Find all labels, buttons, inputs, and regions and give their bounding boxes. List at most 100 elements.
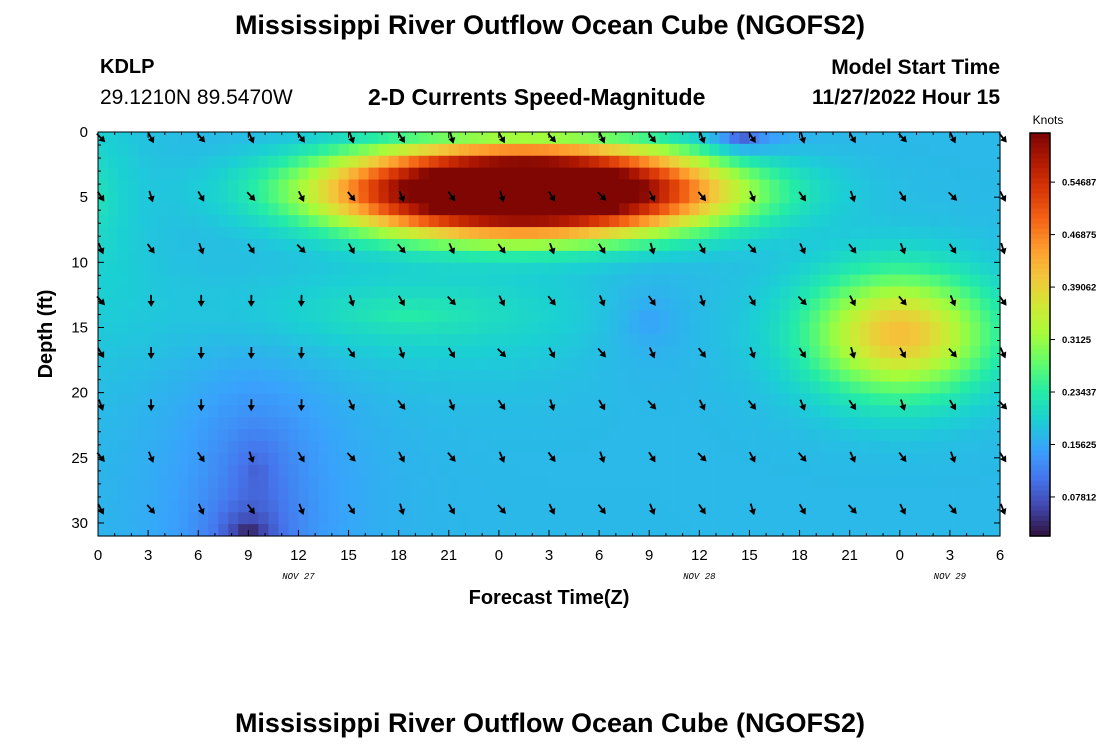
heatmap-cell bbox=[378, 238, 390, 252]
heatmap-cell bbox=[468, 512, 480, 525]
heatmap-cell bbox=[358, 381, 370, 395]
heatmap-cell bbox=[869, 298, 881, 311]
heatmap-cell bbox=[769, 429, 781, 442]
heatmap-cell bbox=[438, 334, 450, 347]
current-vector-arrow bbox=[798, 191, 807, 202]
heatmap-cell bbox=[428, 238, 440, 252]
heatmap-cell bbox=[609, 167, 620, 181]
heatmap-cell bbox=[819, 524, 831, 537]
heatmap-cell bbox=[779, 393, 791, 406]
heatmap-cell bbox=[398, 429, 410, 442]
heatmap-cell bbox=[408, 262, 420, 276]
heatmap-cell bbox=[188, 500, 199, 513]
heatmap-cell bbox=[979, 512, 991, 525]
heatmap-cell bbox=[619, 215, 630, 228]
heatmap-cell bbox=[789, 179, 801, 193]
heatmap-cell bbox=[679, 250, 690, 264]
heatmap-cell bbox=[929, 464, 941, 478]
colorbar-segment bbox=[1030, 445, 1050, 451]
colorbar-segment bbox=[1030, 248, 1050, 255]
heatmap-cell bbox=[218, 334, 229, 347]
heatmap-cell bbox=[258, 417, 269, 430]
heatmap-cell bbox=[569, 381, 580, 395]
heatmap-cell bbox=[739, 143, 751, 157]
colorbar-segment bbox=[1030, 415, 1050, 421]
heatmap-cell bbox=[709, 155, 720, 169]
heatmap-cell bbox=[989, 203, 1001, 216]
heatmap-cell bbox=[839, 512, 851, 525]
colorbar-segment bbox=[1030, 193, 1050, 200]
heatmap-cell bbox=[709, 298, 720, 311]
heatmap-cell bbox=[989, 132, 1001, 145]
heatmap-cell bbox=[809, 250, 821, 264]
heatmap-cell bbox=[488, 298, 500, 311]
heatmap-cell bbox=[979, 215, 991, 228]
date-label: NOV 29 bbox=[934, 572, 967, 582]
heatmap-cell bbox=[478, 512, 490, 525]
heatmap-cell bbox=[749, 417, 761, 430]
heatmap-cell bbox=[959, 334, 971, 347]
heatmap-cell bbox=[348, 512, 360, 525]
heatmap-cell bbox=[769, 357, 781, 371]
heatmap-cell bbox=[378, 512, 390, 525]
heatmap-cell bbox=[689, 345, 700, 359]
heatmap-cell bbox=[178, 143, 189, 157]
heatmap-cell bbox=[418, 405, 430, 418]
heatmap-cell bbox=[799, 393, 811, 406]
heatmap-cell bbox=[368, 488, 380, 501]
current-vector-arrow bbox=[347, 503, 355, 515]
heatmap-cell bbox=[799, 238, 811, 252]
heatmap-cell bbox=[929, 381, 941, 395]
heatmap-cell bbox=[909, 262, 921, 276]
colorbar-segment bbox=[1030, 274, 1050, 280]
colorbar-segment bbox=[1030, 143, 1050, 149]
heatmap-cell bbox=[569, 298, 580, 311]
heatmap-cell bbox=[929, 262, 941, 276]
heatmap-cell bbox=[168, 429, 179, 442]
current-vector-arrow bbox=[297, 399, 305, 412]
heatmap-cell bbox=[168, 179, 179, 193]
heatmap-cell bbox=[959, 452, 971, 466]
heatmap-cell bbox=[488, 345, 500, 359]
heatmap-cell bbox=[889, 500, 901, 513]
heatmap-cell bbox=[238, 393, 249, 406]
heatmap-cell bbox=[168, 452, 179, 466]
heatmap-cell bbox=[969, 250, 981, 264]
heatmap-cell bbox=[288, 452, 300, 466]
heatmap-cell bbox=[939, 393, 951, 406]
heatmap-cell bbox=[478, 452, 490, 466]
heatmap-cell bbox=[478, 405, 490, 418]
heatmap-cell bbox=[789, 250, 801, 264]
heatmap-cell bbox=[378, 167, 390, 181]
heatmap-cell bbox=[198, 334, 209, 347]
heatmap-cell bbox=[729, 322, 741, 335]
heatmap-cell bbox=[98, 238, 109, 252]
heatmap-cell bbox=[338, 322, 350, 335]
heatmap-cell bbox=[138, 393, 149, 406]
heatmap-cell bbox=[959, 215, 971, 228]
heatmap-cell bbox=[739, 452, 751, 466]
heatmap-cell bbox=[348, 429, 360, 442]
heatmap-cell bbox=[358, 215, 370, 228]
heatmap-cell bbox=[288, 381, 300, 395]
heatmap-cell bbox=[809, 476, 821, 490]
heatmap-cell bbox=[318, 405, 330, 418]
heatmap-cell bbox=[428, 334, 440, 347]
heatmap-cell bbox=[669, 203, 680, 216]
heatmap-cell bbox=[258, 512, 269, 525]
heatmap-cell bbox=[178, 238, 189, 252]
heatmap-cell bbox=[328, 357, 340, 371]
heatmap-cell bbox=[538, 369, 550, 383]
colorbar-tick-label: 0.3125 bbox=[1062, 335, 1092, 346]
heatmap-cell bbox=[569, 452, 580, 466]
heatmap-cell bbox=[198, 227, 209, 240]
current-vector-arrow bbox=[247, 346, 255, 359]
heatmap-cell bbox=[759, 238, 771, 252]
heatmap-cell bbox=[559, 286, 570, 299]
heatmap-cell bbox=[388, 167, 400, 181]
heatmap-cell bbox=[298, 405, 310, 418]
heatmap-cell bbox=[328, 203, 340, 216]
heatmap-cell bbox=[939, 298, 951, 311]
heatmap-cell bbox=[559, 310, 570, 323]
current-vector-arrow bbox=[248, 132, 255, 144]
